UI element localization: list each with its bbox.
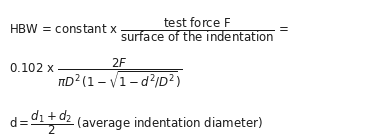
Text: $\mathrm{d} = \dfrac{d_1+d_2}{2}$ (average indentation diameter): $\mathrm{d} = \dfrac{d_1+d_2}{2}$ (avera… (9, 108, 263, 136)
Text: HBW = constant x $\dfrac{\mathrm{test\ force\ F}}{\mathrm{surface\ of\ the\ inde: HBW = constant x $\dfrac{\mathrm{test\ f… (9, 16, 289, 44)
Text: $0.102\ \mathrm{x}\ \dfrac{2F}{\pi D^2\,(1-\sqrt{1-d^2/D^2})}$: $0.102\ \mathrm{x}\ \dfrac{2F}{\pi D^2\,… (9, 57, 182, 90)
